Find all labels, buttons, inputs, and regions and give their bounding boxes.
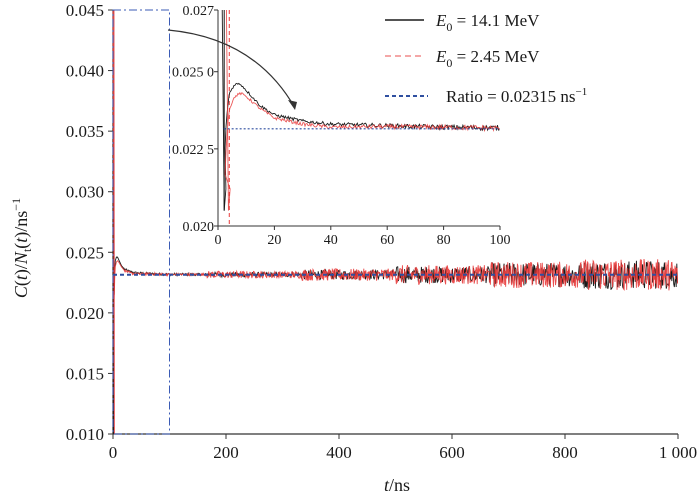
legend-label-e245: E0 = 2.45 MeV [435, 47, 540, 70]
x-axis-title: t/ns [384, 475, 410, 495]
x-tick-label: 0 [109, 443, 118, 462]
inset-y-tick-label: 0.027 [183, 4, 215, 19]
inset-series-line-e14 [221, 9, 500, 211]
inset-panel [218, 10, 501, 226]
x-tick-label: 800 [552, 443, 578, 462]
inset-y-tick-label: 0.022 5 [172, 143, 214, 158]
legend-label-ratio: Ratio = 0.02315 ns−1 [446, 86, 587, 106]
x-tick-label: 600 [439, 443, 465, 462]
y-tick-label: 0.035 [66, 122, 104, 141]
inset-x-tick-label: 100 [490, 233, 511, 248]
zoom-arrow-head [288, 100, 297, 110]
main-series-layer [112, 9, 678, 435]
y-tick-label: 0.040 [66, 62, 104, 81]
legend-label-e14: E0 = 14.1 MeV [435, 11, 540, 34]
y-tick-label: 0.025 [66, 243, 104, 262]
y-tick-label: 0.020 [66, 304, 104, 323]
inset-axes: 0.020 0.022 5 0.025 0 0.027 0 20 40 60 80 100 [172, 4, 511, 248]
main-axes: 0.010 0.015 0.020 0.025 0.030 0.035 0.040 0.045… [66, 1, 697, 462]
y-axis-title: C(t)/Nt(t)/ns−1 [9, 198, 34, 298]
y-tick-label: 0.030 [66, 183, 104, 202]
inset-x-tick-label: 0 [215, 233, 222, 248]
inset-x-tick-label: 20 [267, 233, 281, 248]
x-tick-label: 1 000 [659, 443, 697, 462]
inset-y-tick-label: 0.020 [183, 220, 215, 235]
inset-x-tick-label: 80 [437, 233, 451, 248]
zoom-region-box [112, 9, 170, 435]
zoom-box [112, 9, 170, 435]
x-tick-label: 200 [213, 443, 239, 462]
zoom-arrow [167, 29, 296, 109]
x-tick-label: 400 [326, 443, 352, 462]
y-tick-label: 0.015 [66, 364, 104, 383]
legend: E0 = 14.1 MeV E0 = 2.45 MeV Ratio = 0.02… [385, 11, 587, 106]
inset-y-tick-label: 0.025 0 [172, 66, 214, 81]
inset-x-tick-label: 60 [380, 233, 394, 248]
inset-x-tick-label: 40 [324, 233, 338, 248]
y-tick-label: 0.010 [66, 425, 104, 444]
y-tick-label: 0.045 [66, 1, 104, 20]
inset-background [218, 10, 501, 226]
